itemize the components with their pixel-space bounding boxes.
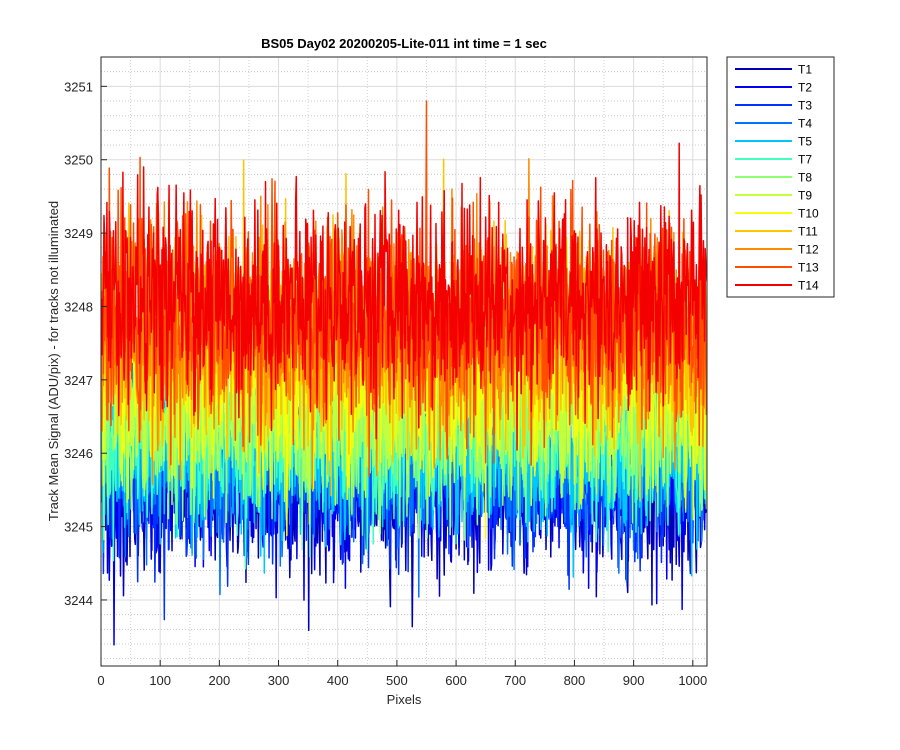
y-tick-label: 3249: [64, 226, 93, 241]
x-tick-label: 300: [268, 673, 290, 688]
x-tick-label: 700: [504, 673, 526, 688]
y-tick-label: 3251: [64, 79, 93, 94]
x-tick-label: 200: [209, 673, 231, 688]
legend-label-t12: T12: [798, 243, 819, 257]
x-tick-label: 1000: [678, 673, 707, 688]
legend-label-t8: T8: [798, 171, 812, 185]
legend-label-t13: T13: [798, 261, 819, 275]
y-tick-label: 3250: [64, 153, 93, 168]
x-tick-label: 900: [623, 673, 645, 688]
y-tick-label: 3248: [64, 299, 93, 314]
legend-label-t5: T5: [798, 135, 812, 149]
series-lines: [101, 100, 707, 646]
x-tick-label: 100: [149, 673, 171, 688]
x-axis-label: Pixels: [387, 692, 422, 707]
legend-label-t10: T10: [798, 207, 819, 221]
legend-label-t4: T4: [798, 117, 812, 131]
x-tick-label: 400: [327, 673, 349, 688]
legend-label-t7: T7: [798, 153, 812, 167]
chart-title: BS05 Day02 20200205-Lite-011 int time = …: [261, 36, 547, 51]
legend-label-t14: T14: [798, 279, 819, 293]
series-line-t14: [101, 142, 707, 451]
y-axis-label: Track Mean Signal (ADU/pix) - for tracks…: [46, 201, 61, 521]
x-tick-label: 0: [97, 673, 104, 688]
axes-box: [100, 56, 708, 667]
x-tick-label: 600: [445, 673, 467, 688]
legend-label-t11: T11: [798, 225, 818, 239]
x-tick-label: 500: [386, 673, 408, 688]
x-tick-label: 800: [564, 673, 586, 688]
y-tick-label: 3247: [64, 373, 93, 388]
legend-label-t2: T2: [798, 81, 812, 95]
series-line-t12: [101, 158, 707, 490]
y-tick-label: 3244: [64, 593, 93, 608]
y-tick-label: 3246: [64, 446, 93, 461]
axis-ticks: 0 100 200 300 400 500 600 700 800 900 1000 3244 3245…: [64, 79, 707, 688]
legend-label-t9: T9: [798, 189, 812, 203]
legend-label-t3: T3: [798, 99, 812, 113]
legend[interactable]: T1 T2 T3 T4 T5 T7 T8 T9 T10 T11 T12 T13 T14: [726, 56, 835, 298]
legend-label-t1: T1: [798, 63, 812, 77]
y-tick-label: 3245: [64, 520, 93, 535]
